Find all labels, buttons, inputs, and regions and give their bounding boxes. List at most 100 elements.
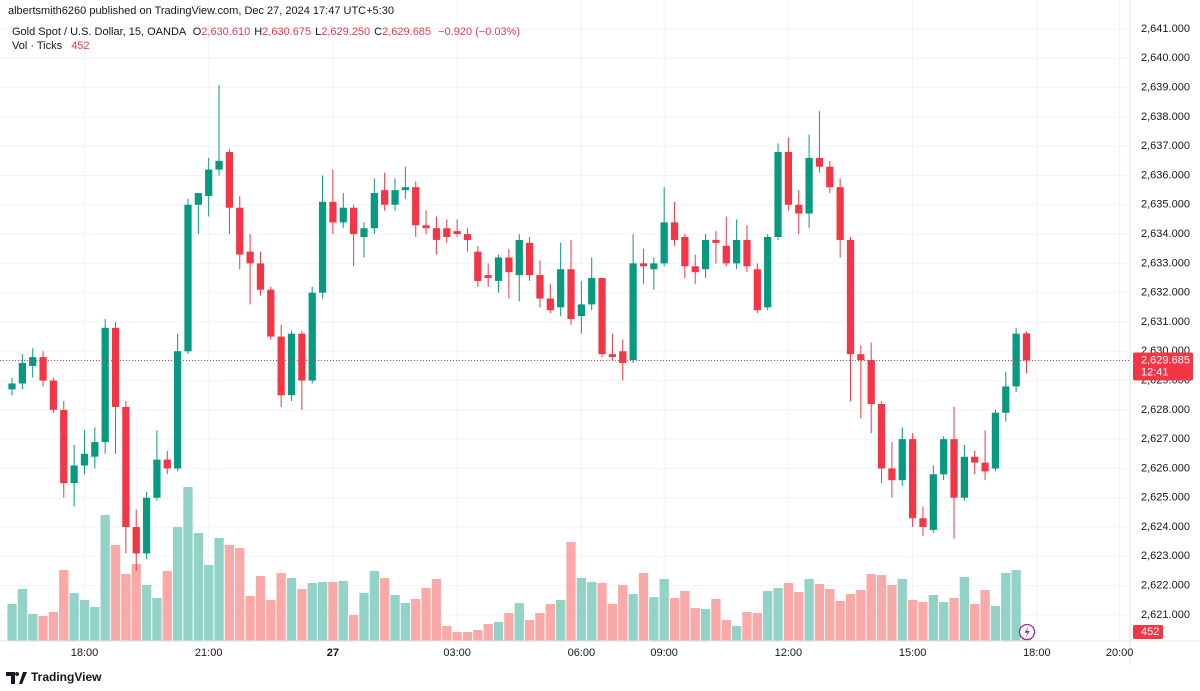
- candle-body: [846, 239, 855, 355]
- x-tick-label: 06:00: [568, 647, 596, 659]
- candle-body: [981, 462, 989, 472]
- volume-bar: [348, 615, 359, 641]
- volume-bar: [742, 612, 752, 641]
- candle-body: [826, 166, 834, 188]
- candle-body: [588, 278, 596, 305]
- brand-name: TradingView: [31, 670, 102, 684]
- candle-body: [629, 263, 637, 361]
- candle-body: [557, 269, 565, 308]
- candle-body: [153, 459, 161, 498]
- axes: 2,621.000 2,622.000 2,623.000 2,624.000 2,62…: [71, 23, 1193, 659]
- volume-bar: [328, 582, 338, 641]
- candle-body: [484, 275, 492, 279]
- candle-body: [412, 187, 420, 226]
- candle-body: [753, 269, 761, 311]
- candle-body: [525, 242, 534, 276]
- volume-pane: [7, 487, 1032, 641]
- volume-bar: [276, 573, 286, 641]
- volume-bar: [597, 583, 607, 641]
- header-text: albertsmith6260 published on TradingView…: [8, 5, 394, 17]
- volume-bar: [576, 578, 587, 641]
- candle-body: [960, 456, 968, 498]
- legend-value: 2,630.675: [262, 26, 311, 38]
- volume-bar: [28, 614, 38, 641]
- y-tick-label: 2,628.000: [1141, 404, 1190, 416]
- y-tick-label: 2,641.000: [1141, 23, 1190, 35]
- legend-key: H: [254, 26, 262, 38]
- volume-bar: [856, 590, 866, 641]
- volume-bar: [680, 591, 690, 641]
- y-tick-label: 2,637.000: [1141, 140, 1190, 152]
- candle-body: [215, 160, 223, 170]
- volume-bar: [338, 581, 348, 641]
- candle-body: [494, 257, 503, 281]
- volume-bar: [897, 579, 907, 641]
- candle-body: [18, 362, 26, 384]
- volume-bar: [141, 585, 152, 641]
- y-tick-label: 2,633.000: [1141, 257, 1190, 269]
- volume-bar: [411, 599, 421, 641]
- volume-bar: [380, 578, 390, 641]
- symbol: Gold Spot / U.S. Dollar, 15, OANDA: [12, 26, 187, 38]
- volume-bar: [493, 622, 504, 641]
- candle-body: [225, 152, 234, 208]
- brand-logo: [6, 672, 27, 684]
- volume-bar: [555, 600, 566, 641]
- volume-bar: [452, 632, 462, 641]
- volume-bar: [442, 626, 452, 641]
- volume-bar: [90, 607, 100, 641]
- volume-bar: [825, 589, 835, 641]
- candle-body: [401, 187, 409, 191]
- candle-body: [246, 251, 254, 264]
- candle-body: [577, 304, 585, 317]
- candle-body: [1002, 386, 1010, 413]
- volume-bar: [607, 604, 618, 641]
- volume-bar: [390, 595, 400, 641]
- y-tick-label: 2,634.000: [1141, 228, 1190, 240]
- volume-bar: [949, 598, 959, 641]
- candle-body: [80, 453, 89, 466]
- volume-bar: [162, 571, 172, 641]
- candle-body: [60, 409, 68, 484]
- candles: [0, 84, 1130, 571]
- candle-body: [453, 231, 461, 235]
- y-tick-label: 2,621.000: [1141, 609, 1190, 621]
- volume-bar: [866, 574, 876, 641]
- legend-key: O: [193, 26, 202, 38]
- candle-body: [971, 456, 979, 463]
- y-tick-label: 2,639.000: [1141, 82, 1190, 94]
- volume-bar: [731, 626, 742, 641]
- x-tick-label: 12:00: [775, 647, 803, 659]
- legend-value: 2,630.610: [201, 26, 250, 38]
- candle-body: [805, 157, 813, 214]
- y-tick-label: 2,632.000: [1141, 287, 1190, 299]
- volume-bar: [255, 576, 266, 641]
- volume-bar: [794, 592, 804, 641]
- volume-bar: [224, 545, 235, 641]
- candle-body: [639, 263, 648, 267]
- volume-bar: [193, 533, 203, 641]
- volume-bar: [172, 527, 183, 641]
- x-tick-label: 18:00: [1023, 647, 1051, 659]
- candle-body: [329, 201, 337, 223]
- volume-bar: [711, 599, 721, 641]
- candle-body: [619, 351, 627, 363]
- volume-bar: [1011, 570, 1021, 641]
- volume-bar: [17, 589, 28, 641]
- candle-body: [391, 190, 399, 205]
- candle-body: [795, 204, 803, 214]
- volume-bar: [535, 613, 545, 641]
- candle-body: [70, 465, 78, 484]
- volume-value: 452: [71, 40, 89, 52]
- candle-body: [111, 327, 120, 407]
- candle-body: [308, 292, 316, 381]
- volume-bar: [431, 579, 442, 641]
- volume-bar: [473, 630, 483, 641]
- volume-bar: [721, 620, 731, 641]
- volume-bar: [566, 542, 576, 641]
- volume-bar: [773, 588, 783, 641]
- volume-bar: [266, 600, 276, 641]
- volume-bar: [245, 596, 255, 641]
- x-tick-label: 15:00: [899, 647, 927, 659]
- candle-body: [857, 354, 865, 361]
